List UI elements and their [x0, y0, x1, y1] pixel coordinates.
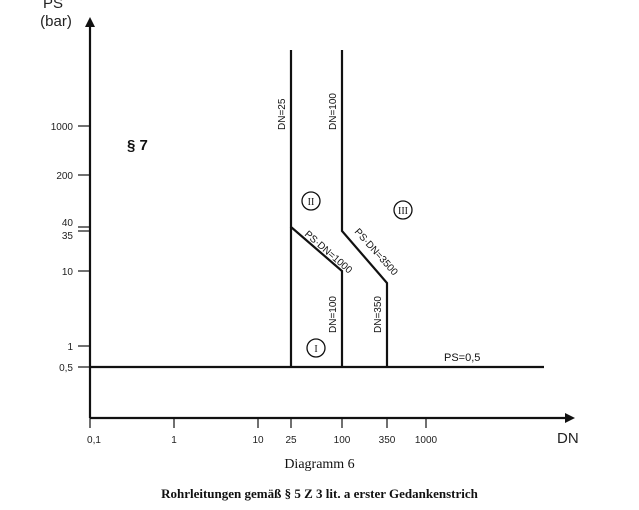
category-1-marker: I: [306, 338, 326, 358]
y-tick-label-10: 10: [62, 267, 74, 278]
category-2-marker: II: [301, 191, 321, 211]
category-2-label: II: [308, 197, 315, 208]
y-tick-label-1000: 1000: [51, 122, 74, 133]
x-axis-ticks: [89, 418, 427, 428]
x-tick-label-25: 25: [285, 435, 297, 446]
y-axis-ticks: [78, 125, 90, 368]
y-tick-label-200: 200: [56, 171, 73, 182]
x-tick-label-100: 100: [334, 435, 351, 446]
category-1-circle: [306, 338, 326, 358]
category-3-marker: III: [393, 200, 413, 220]
y-tick-label-35: 35: [62, 231, 74, 242]
section-7-label: § 7: [127, 137, 148, 154]
x-tick-label-10: 10: [252, 435, 264, 446]
y-axis-label-unit: (bar): [40, 13, 72, 30]
diagram-number: Diagramm 6: [284, 457, 355, 472]
x-tick-label-0-1: 0,1: [87, 435, 101, 446]
y-tick-label-0-5: 0,5: [59, 363, 73, 374]
diagram-caption: Rohrleitungen gemäß § 5 Z 3 lit. a erste…: [161, 486, 478, 501]
label-dn25: DN=25: [277, 98, 288, 130]
y-tick-label-40: 40: [62, 218, 74, 229]
category-1-label: I: [314, 344, 317, 355]
label-dn100-lower: DN=100: [328, 296, 339, 333]
x-tick-label-350: 350: [379, 435, 396, 446]
category-3-circle: [393, 200, 413, 220]
x-tick-label-1000: 1000: [415, 435, 438, 446]
label-ps-0-5: PS=0,5: [444, 352, 480, 364]
dn100-psdn3500-dn350-boundary: [340, 50, 389, 367]
x-axis-label: DN: [557, 430, 579, 447]
y-axis-label-ps: PS: [43, 0, 63, 12]
label-dn350: DN=350: [373, 296, 384, 333]
category-3-label: III: [398, 206, 408, 217]
category-2-circle: [301, 191, 321, 211]
dn25-psdn1000-dn100-boundary: [289, 50, 344, 367]
y-tick-label-1: 1: [67, 342, 73, 353]
x-tick-label-1: 1: [171, 435, 177, 446]
label-dn100-upper: DN=100: [328, 93, 339, 130]
